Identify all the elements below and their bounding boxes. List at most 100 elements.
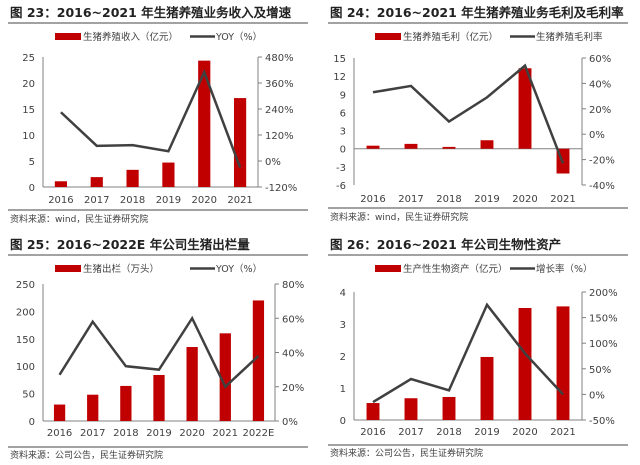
x-tick-label: 2019 [474, 194, 499, 205]
line-series [372, 302, 564, 404]
x-tick-label: 2016 [47, 428, 72, 439]
legend-bar-swatch [55, 265, 81, 272]
right-tick-label: 80% [282, 280, 304, 291]
left-tick-label: 100 [16, 362, 35, 373]
bar-2021 [556, 306, 570, 420]
right-tick-label: 0% [589, 130, 605, 141]
x-tick-label: 2020 [512, 427, 537, 438]
right-tick-label: 60% [589, 54, 611, 65]
left-tick-label: 10 [22, 131, 35, 142]
left-tick-label: 9 [340, 90, 346, 101]
x-tick-label: 2020 [179, 428, 204, 439]
x-tick-label: 2021 [550, 427, 575, 438]
source-note: 资料来源：wind，民生证券研究院 [330, 211, 468, 223]
x-tick-label: 2021 [213, 428, 238, 439]
x-tick-label: 2018 [120, 195, 145, 206]
x-tick-label: 2020 [192, 195, 217, 206]
right-tick-label: 50% [589, 365, 611, 376]
bar-2018 [442, 146, 456, 149]
right-tick-label: 40% [282, 349, 304, 360]
legend-bar-swatch [55, 33, 81, 40]
x-tick-label: 2020 [512, 194, 537, 205]
x-tick-label: 2017 [80, 428, 105, 439]
right-tick-label: 60% [282, 314, 304, 325]
x-tick-label: 2016 [360, 194, 385, 205]
left-tick-label: 0 [340, 416, 346, 427]
bar-2017 [404, 143, 418, 149]
legend-line-label: YOY（%） [215, 263, 262, 275]
left-tick-label: 200 [16, 307, 35, 318]
left-tick-label: 0 [29, 417, 35, 428]
x-tick-label: 2018 [436, 194, 461, 205]
right-tick-label: 480% [265, 53, 294, 64]
x-tick-label: 2017 [84, 195, 109, 206]
chart-title: 图 24：2016~2021 年生猪养殖业务毛利及毛利率 [330, 5, 624, 20]
x-tick-label: 2021 [227, 195, 252, 206]
bar-2019 [480, 140, 494, 149]
source-note: 资料来源：公司公告，民生证券研究院 [330, 447, 483, 459]
left-tick-label: 0 [29, 183, 35, 194]
bar-2018 [126, 169, 139, 187]
line-series [372, 63, 565, 164]
right-tick-label: 0% [282, 417, 298, 428]
left-tick-label: 250 [16, 280, 35, 291]
x-tick-label: 2017 [398, 427, 423, 438]
right-tick-label: 0% [265, 157, 281, 168]
bar-2019 [153, 374, 165, 421]
left-tick-label: 0 [340, 145, 346, 156]
left-tick-label: 4 [340, 288, 346, 299]
left-tick-label: 5 [29, 157, 35, 168]
x-tick-label: 2018 [436, 427, 461, 438]
bar-2016 [366, 145, 380, 149]
legend-bar-label: 生猪养殖收入（亿元） [83, 31, 178, 43]
left-tick-label: 20 [22, 79, 35, 90]
left-tick-label: 15 [333, 54, 346, 65]
bar-2022E [252, 300, 265, 421]
bar-2019 [480, 356, 494, 420]
line-series [60, 68, 242, 168]
x-tick-label: 2019 [474, 427, 499, 438]
source-note: 资料来源：公司公告，民生证券研究院 [10, 449, 163, 461]
legend-line-label: YOY（%） [215, 31, 262, 43]
left-tick-label: 15 [22, 105, 35, 116]
legend-bar-swatch [375, 265, 401, 272]
left-tick-label: 1 [340, 384, 346, 395]
left-tick-label: -6 [336, 181, 346, 192]
left-tick-label: 2 [340, 352, 346, 363]
bar-2016 [366, 403, 380, 420]
bar-2017 [90, 177, 103, 187]
right-tick-label: 360% [265, 79, 294, 90]
left-tick-label: 150 [16, 335, 35, 346]
left-tick-label: 50 [22, 390, 35, 401]
x-tick-label: 2019 [156, 195, 181, 206]
right-tick-label: 120% [265, 131, 294, 142]
right-tick-label: -120% [265, 183, 297, 194]
x-tick-label: 2021 [550, 194, 575, 205]
bar-2020 [186, 347, 198, 421]
legend-bar-label: 生猪养殖毛利（亿元） [403, 31, 498, 43]
bar-2017 [87, 394, 99, 421]
chart-title: 图 25：2016~2022E 年公司生猪出栏量 [10, 237, 250, 252]
left-tick-label: 3 [340, 127, 346, 138]
bar-2020 [518, 68, 532, 149]
bar-2017 [404, 398, 418, 420]
left-tick-label: 6 [340, 108, 346, 119]
bar-2019 [162, 162, 175, 187]
right-tick-label: 100% [589, 339, 618, 350]
right-tick-label: 200% [589, 288, 618, 299]
source-note: 资料来源：wind，民生证券研究院 [10, 213, 148, 225]
bar-2020 [518, 308, 532, 420]
x-tick-label: 2019 [146, 428, 171, 439]
bar-2016 [54, 181, 68, 187]
x-tick-label: 2016 [48, 195, 73, 206]
left-tick-label: -3 [336, 163, 346, 174]
bar-2021 [219, 333, 231, 421]
left-tick-label: 12 [333, 72, 346, 83]
x-tick-label: 2016 [360, 427, 385, 438]
right-tick-label: 40% [589, 79, 611, 90]
